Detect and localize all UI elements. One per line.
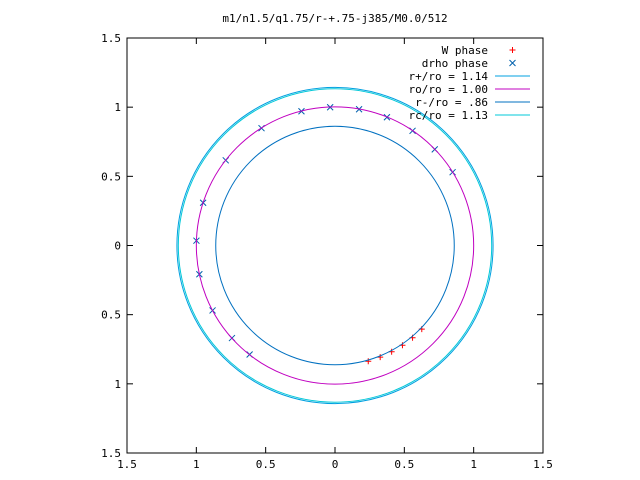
y-tick-label: 1	[114, 378, 121, 391]
legend-label: ro/ro = 1.00	[409, 83, 488, 96]
legend-label: r-/ro = .86	[415, 96, 488, 109]
x-tick-label: 0.5	[394, 458, 414, 471]
data-point	[365, 358, 372, 365]
ticks-layer: 1.5 1 0.5 0 0.5 1 1.51.510.500.511.5	[101, 32, 553, 471]
x-tick-label: 1	[193, 458, 200, 471]
series-circle-4	[215, 125, 455, 366]
x-tick-label: 1.5	[533, 458, 553, 471]
x-tick-label: 1	[470, 458, 477, 471]
y-tick-label: 0.5	[101, 309, 121, 322]
x-tick-label: 0	[332, 458, 339, 471]
legend-label: drho phase	[422, 57, 488, 70]
chart-title: m1/n1.5/q1.75/r-+.75-j385/M0.0/512	[222, 12, 447, 25]
series-circle-2	[176, 86, 494, 405]
legend-swatch	[509, 59, 516, 67]
y-tick-label: 0	[114, 240, 121, 253]
y-tick-label: 1.5	[101, 32, 121, 45]
legend-label: W phase	[442, 44, 488, 57]
series-layer	[176, 86, 494, 405]
series-circle-3	[195, 106, 475, 385]
legend-swatch	[509, 47, 516, 53]
legend-label: r+/ro = 1.14	[409, 70, 489, 83]
x-tick-label: 1.5	[117, 458, 137, 471]
series-circle-5	[177, 88, 493, 403]
x-tick-label: 0.5	[256, 458, 276, 471]
y-tick-label: 1	[114, 101, 121, 114]
y-tick-label: 1.5	[101, 447, 121, 460]
y-tick-label: 0.5	[101, 170, 121, 183]
legend-label: rc/ro = 1.13	[409, 109, 488, 122]
